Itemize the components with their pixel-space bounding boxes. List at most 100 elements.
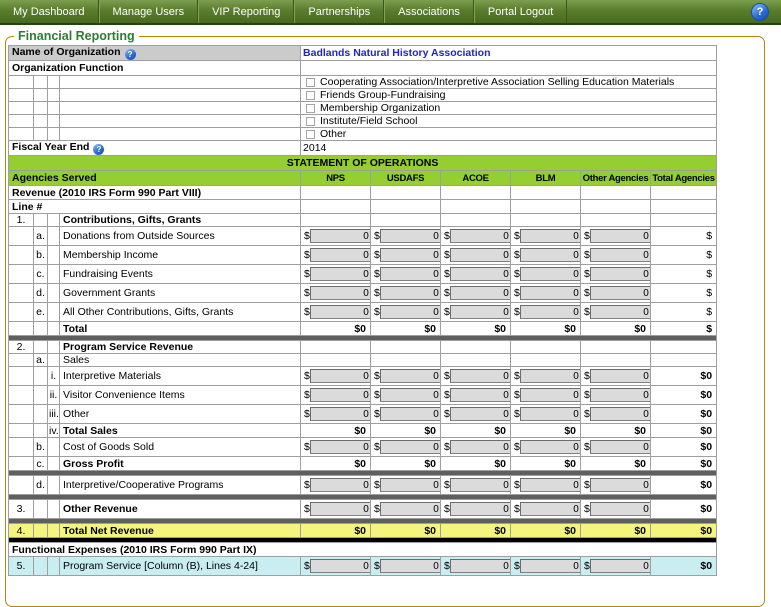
amount-field: $ bbox=[304, 303, 368, 321]
field-value-organization-function bbox=[301, 61, 717, 76]
amount-input-acoe[interactable] bbox=[450, 559, 511, 573]
org-function-option: Membership Organization bbox=[301, 102, 717, 115]
row-label: Total bbox=[60, 322, 301, 336]
amount-input-acoe[interactable] bbox=[450, 369, 511, 383]
amount-input-other-agencies[interactable] bbox=[590, 478, 651, 492]
row-label: Other Revenue bbox=[60, 500, 301, 519]
checkbox-icon[interactable] bbox=[306, 130, 315, 139]
amount-input-blm[interactable] bbox=[520, 559, 581, 573]
amount-input-blm[interactable] bbox=[520, 369, 581, 383]
amount-field: $ bbox=[374, 367, 438, 385]
amount-input-blm[interactable] bbox=[520, 248, 581, 262]
amount-input-usdafs[interactable] bbox=[380, 478, 441, 492]
amount-input-other-agencies[interactable] bbox=[590, 502, 651, 516]
help-icon[interactable]: ? bbox=[93, 144, 104, 155]
nav-item-associations[interactable]: Associations bbox=[384, 0, 474, 23]
amount-field: $ bbox=[304, 284, 368, 302]
amount-input-other-agencies[interactable] bbox=[590, 369, 651, 383]
amount-input-other-agencies[interactable] bbox=[590, 305, 651, 319]
amount-input-nps[interactable] bbox=[310, 248, 371, 262]
amount-input-usdafs[interactable] bbox=[380, 407, 441, 421]
amount-cell: $ bbox=[581, 246, 651, 265]
total-agencies-cell: $ bbox=[651, 303, 717, 322]
checkbox-icon[interactable] bbox=[306, 78, 315, 87]
total-agencies-cell: $0 bbox=[651, 557, 717, 576]
amount-input-nps[interactable] bbox=[310, 305, 371, 319]
amount-field: $ bbox=[444, 500, 508, 518]
value-cell bbox=[581, 200, 651, 214]
amount-input-nps[interactable] bbox=[310, 502, 371, 516]
line-letter-cell bbox=[34, 500, 48, 519]
total-agencies-cell: $0 bbox=[651, 424, 717, 438]
amount-input-nps[interactable] bbox=[310, 407, 371, 421]
amount-input-nps[interactable] bbox=[310, 388, 371, 402]
amount-input-acoe[interactable] bbox=[450, 267, 511, 281]
amount-input-other-agencies[interactable] bbox=[590, 559, 651, 573]
amount-input-acoe[interactable] bbox=[450, 478, 511, 492]
amount-cell: $ bbox=[581, 405, 651, 424]
amount-input-nps[interactable] bbox=[310, 267, 371, 281]
table-row: iii.Other$$$$$$0 bbox=[9, 405, 717, 424]
amount-input-usdafs[interactable] bbox=[380, 502, 441, 516]
nav-item-my-dashboard[interactable]: My Dashboard bbox=[0, 0, 99, 23]
amount-input-acoe[interactable] bbox=[450, 407, 511, 421]
line-num-cell bbox=[9, 405, 34, 424]
amount-input-acoe[interactable] bbox=[450, 305, 511, 319]
amount-input-nps[interactable] bbox=[310, 229, 371, 243]
amount-input-usdafs[interactable] bbox=[380, 369, 441, 383]
amount-input-blm[interactable] bbox=[520, 267, 581, 281]
nav-item-portal-logout[interactable]: Portal Logout bbox=[474, 0, 567, 23]
amount-input-usdafs[interactable] bbox=[380, 267, 441, 281]
amount-input-other-agencies[interactable] bbox=[590, 440, 651, 454]
amount-cell: $ bbox=[301, 265, 371, 284]
line-num-cell: 2. bbox=[9, 341, 34, 354]
amount-input-blm[interactable] bbox=[520, 388, 581, 402]
amount-input-nps[interactable] bbox=[310, 369, 371, 383]
amount-input-blm[interactable] bbox=[520, 229, 581, 243]
line-roman-cell: i. bbox=[48, 367, 60, 386]
help-icon[interactable]: ? bbox=[751, 3, 769, 21]
amount-input-usdafs[interactable] bbox=[380, 229, 441, 243]
amount-input-other-agencies[interactable] bbox=[590, 407, 651, 421]
amount-input-nps[interactable] bbox=[310, 286, 371, 300]
amount-input-usdafs[interactable] bbox=[380, 286, 441, 300]
amount-input-blm[interactable] bbox=[520, 305, 581, 319]
amount-cell: $ bbox=[441, 405, 511, 424]
amount-input-blm[interactable] bbox=[520, 478, 581, 492]
amount-input-blm[interactable] bbox=[520, 407, 581, 421]
amount-input-usdafs[interactable] bbox=[380, 559, 441, 573]
amount-input-other-agencies[interactable] bbox=[590, 388, 651, 402]
nav-item-manage-users[interactable]: Manage Users bbox=[99, 0, 199, 23]
checkbox-icon[interactable] bbox=[306, 117, 315, 126]
amount-input-other-agencies[interactable] bbox=[590, 229, 651, 243]
amount-input-other-agencies[interactable] bbox=[590, 267, 651, 281]
amount-cell: $ bbox=[371, 367, 441, 386]
amount-input-usdafs[interactable] bbox=[380, 305, 441, 319]
amount-input-blm[interactable] bbox=[520, 440, 581, 454]
amount-input-acoe[interactable] bbox=[450, 388, 511, 402]
line-roman-cell bbox=[48, 214, 60, 227]
checkbox-icon[interactable] bbox=[306, 91, 315, 100]
amount-input-usdafs[interactable] bbox=[380, 248, 441, 262]
amount-input-other-agencies[interactable] bbox=[590, 286, 651, 300]
amount-input-usdafs[interactable] bbox=[380, 388, 441, 402]
amount-input-acoe[interactable] bbox=[450, 440, 511, 454]
amount-input-nps[interactable] bbox=[310, 440, 371, 454]
amount-cell: $ bbox=[441, 227, 511, 246]
nav-item-partnerships[interactable]: Partnerships bbox=[294, 0, 384, 23]
amount-input-acoe[interactable] bbox=[450, 286, 511, 300]
amount-input-usdafs[interactable] bbox=[380, 440, 441, 454]
nav-item-vip-reporting[interactable]: VIP Reporting bbox=[198, 0, 294, 23]
amount-input-nps[interactable] bbox=[310, 559, 371, 573]
amount-input-acoe[interactable] bbox=[450, 248, 511, 262]
line-letter-cell: e. bbox=[34, 303, 48, 322]
amount-input-blm[interactable] bbox=[520, 286, 581, 300]
amount-cell: $ bbox=[301, 227, 371, 246]
amount-input-blm[interactable] bbox=[520, 502, 581, 516]
help-icon[interactable]: ? bbox=[125, 49, 136, 60]
amount-input-acoe[interactable] bbox=[450, 502, 511, 516]
amount-input-nps[interactable] bbox=[310, 478, 371, 492]
checkbox-icon[interactable] bbox=[306, 104, 315, 113]
amount-input-acoe[interactable] bbox=[450, 229, 511, 243]
amount-input-other-agencies[interactable] bbox=[590, 248, 651, 262]
